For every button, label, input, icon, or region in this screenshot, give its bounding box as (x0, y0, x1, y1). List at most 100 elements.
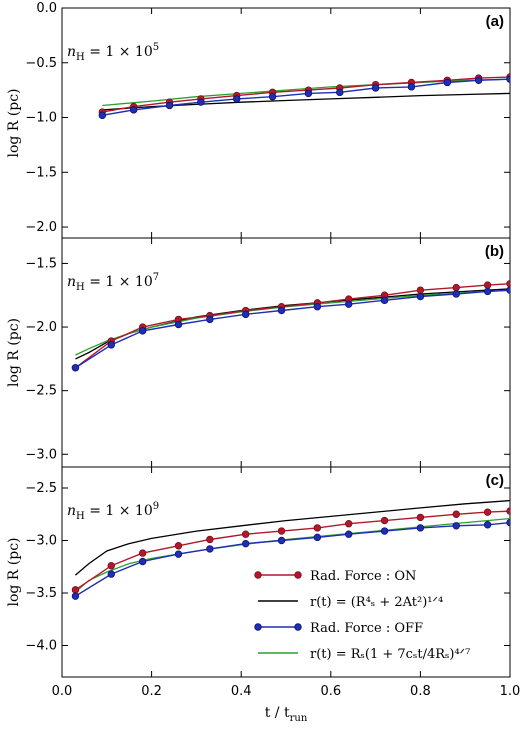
data-point-rad_off (277, 306, 286, 315)
series-line-analytic_a (74, 499, 510, 576)
data-point-rad_off (416, 524, 425, 532)
annotation-n: n (67, 503, 76, 519)
annotation-sub: H (76, 282, 85, 293)
y-tick-label: −2.5 (25, 481, 57, 496)
series-line-rad_on (75, 510, 510, 591)
y-tick-label: −3.5 (25, 586, 57, 601)
data-point-rad_off (304, 89, 313, 98)
x-tick-label: 1.0 (500, 684, 520, 699)
legend-label: r(t) = Rₛ(1 + 7cₛt/4Rₛ)⁴ᐟ⁷ (310, 647, 470, 662)
data-point-rad_on (107, 562, 115, 570)
legend-label: Rad. Force : OFF (310, 621, 423, 636)
data-point-rad_on (138, 549, 147, 557)
legend-marker (254, 623, 262, 631)
series-line-rad_off (75, 289, 510, 369)
data-point-rad_off (277, 536, 286, 545)
x-tick-label: 0.2 (141, 684, 162, 699)
density-annotation: nH = 1 × 105 (67, 42, 159, 63)
data-point-rad_on (416, 513, 425, 522)
data-point-rad_on (345, 520, 353, 528)
data-point-rad_off (380, 296, 389, 305)
y-tick-label: 0.0 (36, 1, 57, 16)
legend-label: Rad. Force : ON (310, 569, 416, 584)
data-point-rad_on (416, 286, 425, 294)
data-point-rad_on (506, 280, 510, 288)
data-point-rad_off (197, 98, 205, 106)
y-tick-label: −4.0 (25, 639, 57, 654)
series-line-rad_off (75, 521, 510, 597)
x-tick-label: 0.8 (410, 684, 431, 699)
data-point-rad_off (345, 300, 353, 308)
density-annotation: nH = 1 × 109 (67, 501, 159, 522)
data-point-rad_off (206, 545, 214, 553)
annotation-sub: H (76, 511, 85, 522)
data-point-rad_on (277, 527, 286, 535)
x-tick-label: 0.0 (52, 684, 73, 699)
y-tick-label: −1.5 (25, 165, 57, 180)
panel-0: 0.0 −0.5 −1.0 −1.5 −2.0 log R (pc) (a) nH = 1 ×… (6, 1, 511, 239)
y-tick-label: −1.0 (25, 111, 57, 126)
density-annotation: nH = 1 × 107 (67, 272, 159, 293)
annotation-exp: 7 (153, 272, 159, 283)
data-point-rad_off (407, 83, 416, 91)
annotation-sub: H (76, 52, 85, 63)
x-tick-label: 0.4 (231, 684, 252, 699)
data-point-rad_on (380, 516, 389, 525)
data-point-rad_off (474, 76, 483, 84)
annotation-exp: 9 (153, 501, 159, 512)
data-point-rad_off (336, 88, 344, 97)
data-point-rad_off (174, 320, 183, 329)
panel-2: −2.5 −3.0 −3.5 −4.0 log R (pc) (c) nH = 1 × 10… (6, 466, 511, 678)
data-point-rad_off (452, 290, 460, 298)
data-point-rad_off (380, 527, 389, 535)
panel-1: −1.5 −2.0 −2.5 −3.0 log R (pc) (b) nH = 1 × 10… (6, 237, 511, 468)
series-line-analytic_b (75, 289, 510, 356)
data-point-rad_on (483, 281, 492, 289)
data-point-rad_off (138, 327, 147, 335)
panel-frame (61, 7, 511, 239)
data-point-rad_off (241, 310, 250, 319)
data-point-rad_off (268, 93, 277, 101)
y-tick-label: −3.0 (25, 447, 57, 462)
series-line-analytic_a (75, 288, 510, 360)
y-tick-label: −1.5 (25, 256, 57, 271)
panel-frame (61, 466, 511, 678)
data-point-rad_off (313, 533, 322, 542)
series-line-rad_on (74, 283, 510, 369)
data-point-rad_off (506, 286, 510, 294)
data-point-rad_off (443, 78, 451, 87)
data-point-rad_on (206, 535, 214, 544)
legend-marker (254, 571, 262, 579)
annotation-rest: = 1 × 10 (85, 274, 153, 290)
annotation-n: n (67, 274, 76, 290)
data-point-rad_off (107, 570, 115, 578)
y-tick-label: −3.0 (25, 534, 57, 549)
data-point-rad_off (174, 550, 183, 558)
y-axis-label: log R (pc) (6, 88, 22, 157)
annotation-rest: = 1 × 10 (85, 44, 153, 60)
data-point-rad_off (98, 111, 107, 120)
x-axis-label-main: t / t (265, 705, 290, 721)
data-point-rad_off (165, 101, 174, 110)
data-point-rad_off (71, 364, 80, 372)
data-point-rad_off (138, 557, 147, 566)
x-tick-label: 0.6 (320, 684, 341, 699)
data-point-rad_on (174, 542, 183, 550)
y-axis-label: log R (pc) (6, 318, 22, 387)
panel-label: (b) (485, 243, 504, 260)
x-axis-label-sub: run (290, 713, 308, 724)
data-point-rad_on (71, 586, 80, 594)
panel-label: (a) (486, 13, 504, 30)
data-point-rad_off (371, 84, 380, 92)
y-axis-label: log R (pc) (6, 537, 22, 606)
annotation-rest: = 1 × 10 (85, 503, 153, 519)
y-tick-label: −0.5 (25, 56, 57, 71)
x-axis-label: t / trun (265, 705, 308, 724)
y-tick-label: −2.0 (25, 220, 57, 235)
legend-marker (294, 571, 302, 579)
data-point-rad_on (241, 530, 250, 538)
data-point-rad_on (452, 283, 460, 292)
data-point-rad_off (129, 106, 138, 114)
data-point-rad_on (483, 508, 492, 516)
